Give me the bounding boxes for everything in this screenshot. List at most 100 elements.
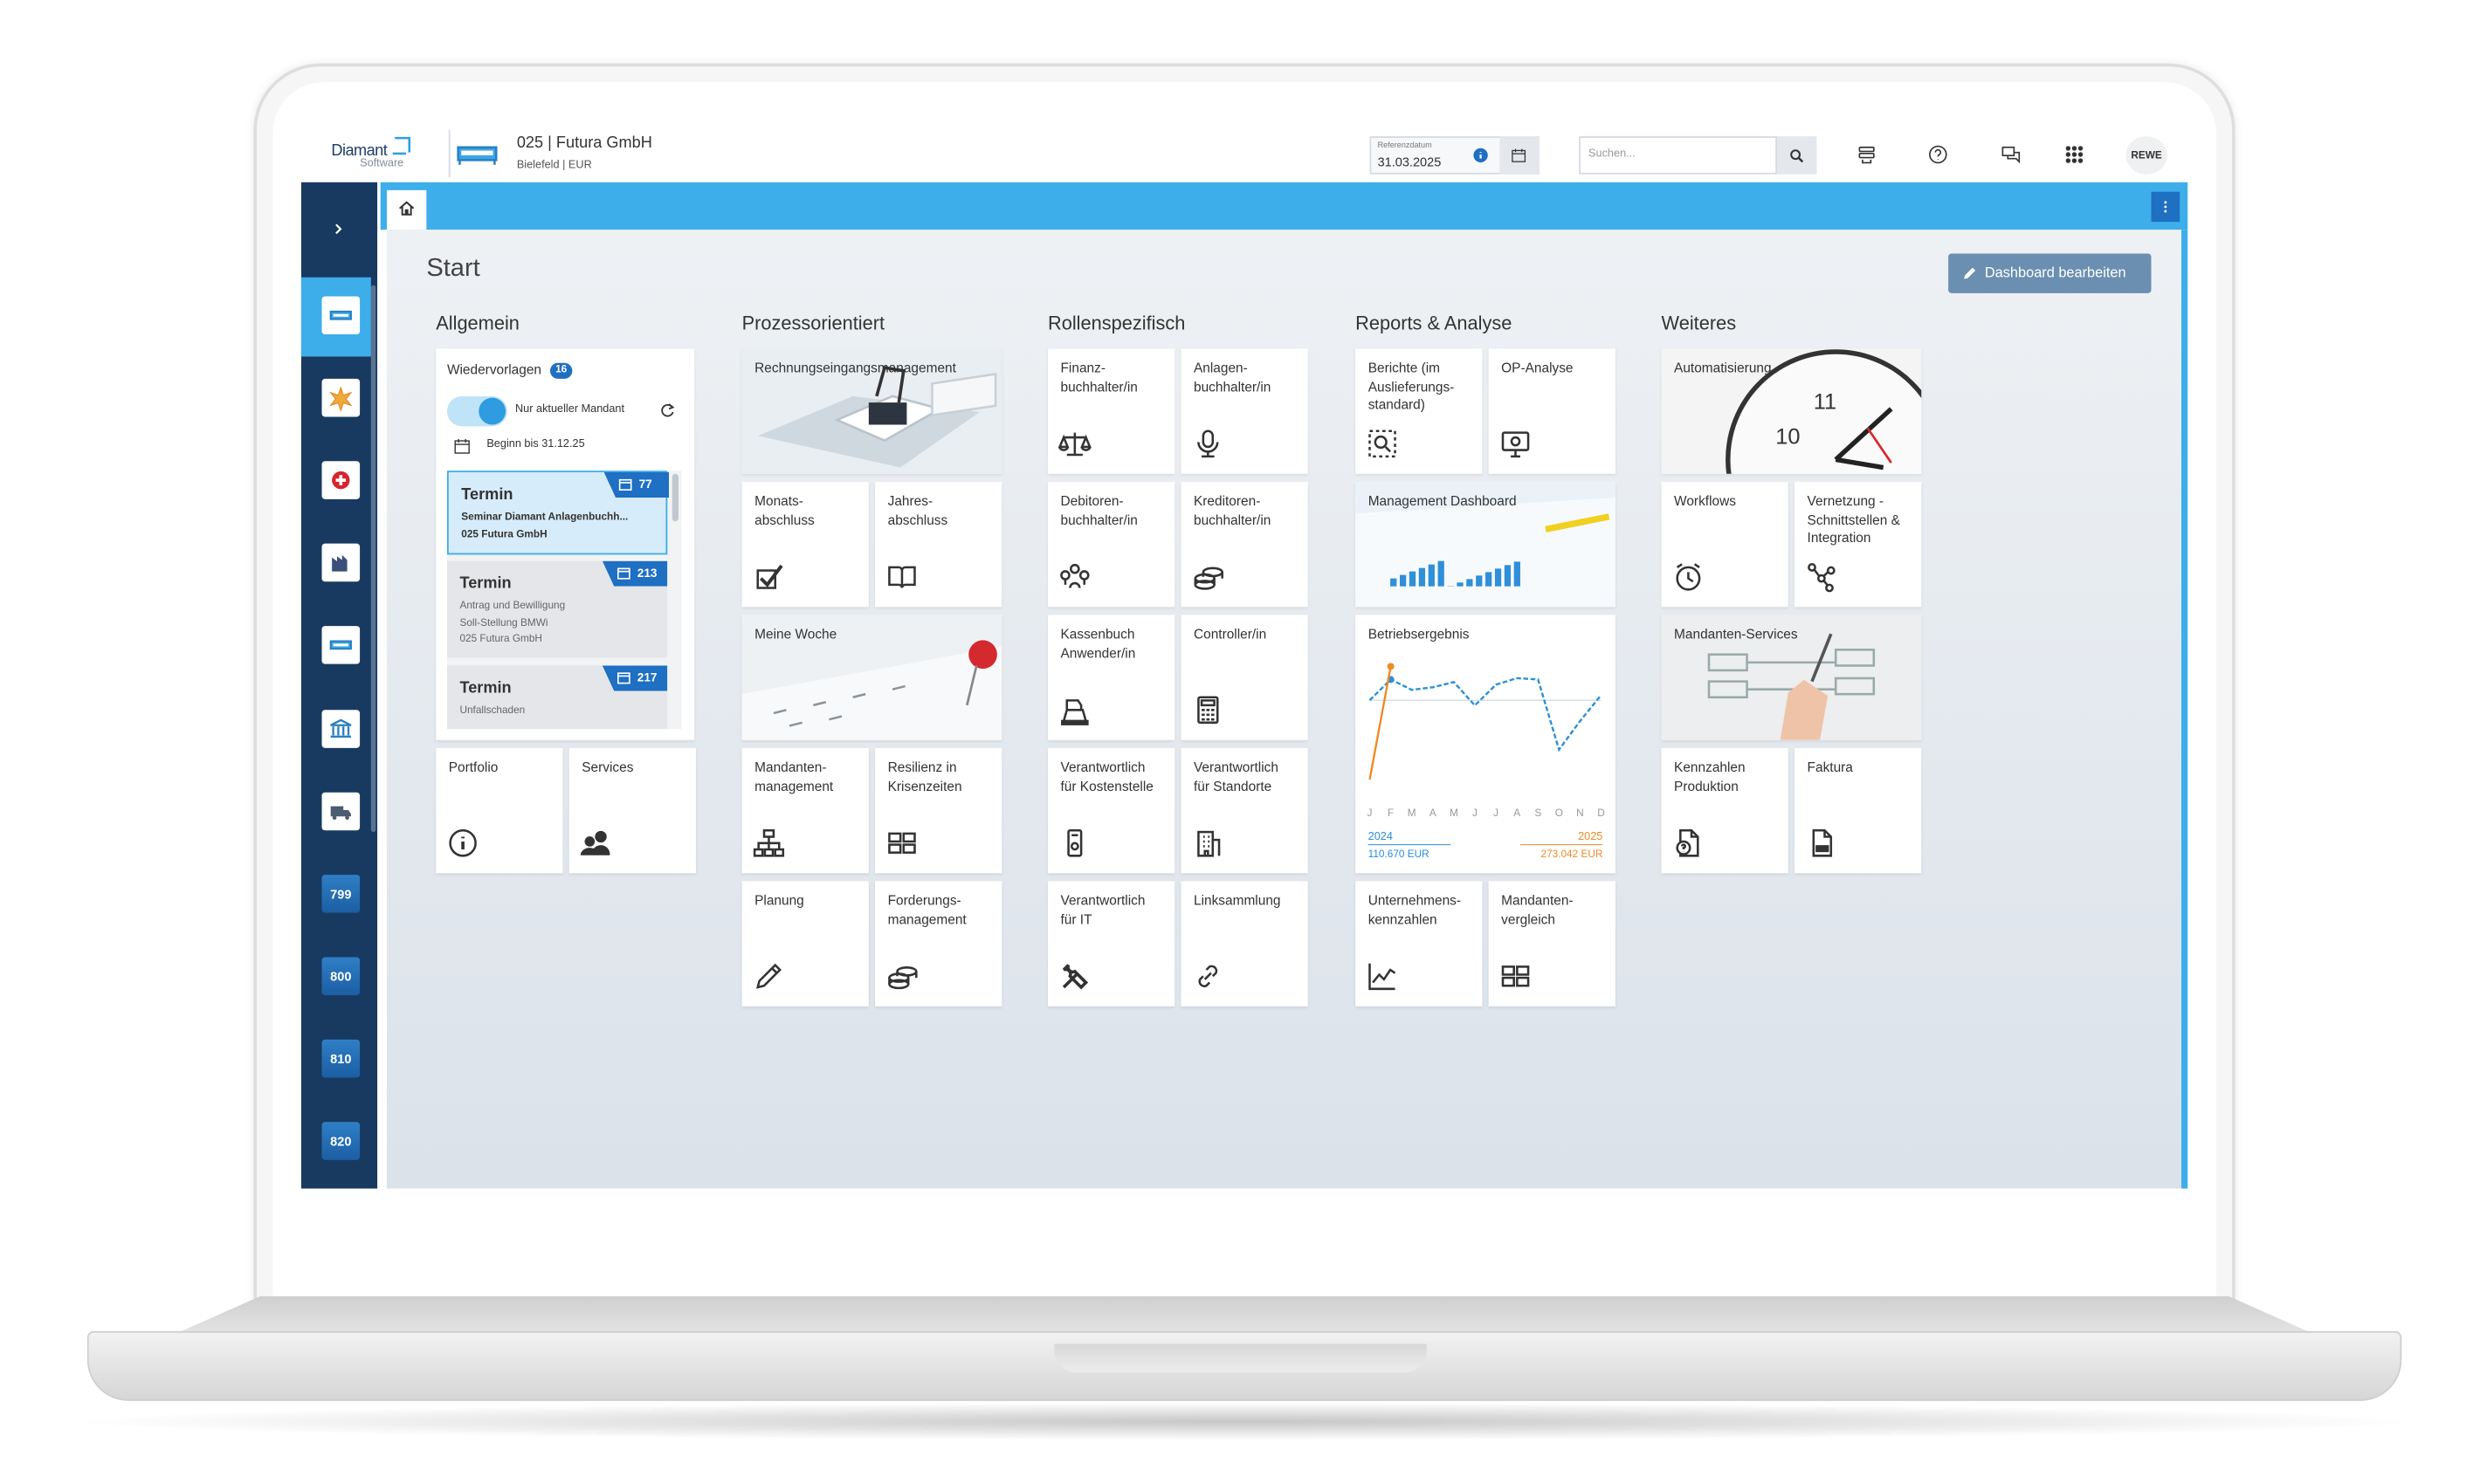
sidebar-number-item[interactable]: 810 — [321, 1039, 361, 1078]
dashboard-tile[interactable]: Vernetzung - Schnittstellen & Integratio… — [1794, 481, 1922, 608]
list-icon — [1858, 146, 1875, 164]
dashboard-tile[interactable]: 10 11 Automatisierung — [1661, 348, 1922, 474]
dashboard-tile[interactable]: Mandanten-Services — [1661, 615, 1922, 740]
tile-icon — [1808, 563, 1836, 593]
dashboard-tile[interactable]: Mandanten-vergleich — [1488, 881, 1615, 1007]
icon-shape — [1929, 145, 1947, 164]
logo-sub: Software — [360, 158, 404, 170]
tile-label: Berichte (im Auslieferungs-standard) — [1367, 360, 1455, 413]
dashboard-tile[interactable]: Services — [568, 747, 696, 874]
dashboard-tile[interactable]: Kreditoren-buchhalter/in — [1181, 481, 1308, 608]
icon-shape — [773, 684, 906, 727]
icon-shape — [1428, 564, 1435, 587]
sidebar-number-item[interactable]: 800 — [321, 957, 361, 996]
icon-shape — [1790, 149, 1801, 161]
icon-shape — [617, 672, 630, 684]
dashboard-tile[interactable]: Rechnungseingangsmanagement — [741, 348, 1002, 474]
icon-shape — [1200, 699, 1216, 707]
icon-shape — [1368, 963, 1396, 991]
search-button[interactable] — [1777, 136, 1817, 175]
icon-shape — [454, 440, 470, 454]
x-tick-label: N — [1576, 807, 1584, 819]
filter-calendar-icon — [454, 439, 470, 454]
sidebar-number-item[interactable]: 799 — [321, 875, 361, 913]
dashboard-tile[interactable]: Portfolio — [436, 747, 563, 874]
dashboard-tile[interactable]: OP-Analyse — [1488, 348, 1615, 474]
icon-shape — [888, 971, 918, 985]
dashboard-tile[interactable]: Anlagen-buchhalter/in — [1181, 348, 1308, 474]
icon-shape — [1510, 436, 1521, 447]
icon-shape — [1067, 828, 1083, 857]
dashboard-tile[interactable]: Berichte (im Auslieferungs-standard) — [1355, 348, 1483, 474]
sidebar-number-item[interactable]: 820 — [321, 1122, 361, 1160]
dashboard-tile[interactable]: Forderungs-management — [875, 881, 1002, 1007]
icon-shape — [1504, 565, 1512, 587]
termin-badge — [602, 665, 668, 691]
x-tick-label: M — [1408, 807, 1416, 819]
dashboard-tile[interactable]: Verantwortlich für IT — [1047, 881, 1175, 1007]
dashboard-tile[interactable]: Monats-abschluss — [741, 481, 869, 608]
icon-shape — [1834, 677, 1876, 696]
tile-icon — [1368, 963, 1396, 991]
icon-shape — [333, 313, 349, 317]
sidebar-item-icon — [329, 640, 352, 650]
tile-label: Anlagen-buchhalter/in — [1193, 360, 1271, 395]
tile-label: OP-Analyse — [1501, 360, 1574, 376]
icon-shape — [449, 828, 477, 857]
x-tick-label: J — [1493, 807, 1498, 819]
tile-label: Verantwortlich für IT — [1060, 892, 1146, 927]
termin-title: Termin — [461, 486, 513, 505]
date-value: 31.03.2025 — [1377, 155, 1442, 170]
dashboard-tile[interactable]: Linksammlung — [1181, 881, 1308, 1007]
dashboard-tile[interactable]: Workflows — [1661, 481, 1788, 608]
logo-text: Diamant — [331, 142, 388, 161]
dashboard-tile[interactable]: Controller/in — [1181, 615, 1308, 740]
tile-label: Finanz-buchhalter/in — [1060, 360, 1138, 395]
dashboard-tile[interactable]: Management Dashboard — [1355, 481, 1615, 608]
termin-card[interactable]: Termin 77 Seminar Diamant Anlagenbuchh... 0… — [446, 471, 670, 555]
dashboard-tile[interactable]: Resilienz in Krisenzeiten — [875, 747, 1002, 874]
icon-shape — [1866, 427, 1892, 464]
icon-shape — [966, 665, 978, 706]
dashboard-tile[interactable]: Mandanten-management — [741, 747, 869, 874]
legend-entry: 2025 — [1578, 830, 1602, 842]
wiedervorlagen-title: Wiedervorlagen — [446, 361, 542, 378]
dashboard-tile[interactable]: Finanz-buchhalter/in — [1047, 348, 1175, 474]
termin-card[interactable]: Termin 213 Antrag und Bewilligung Soll-Stel… — [446, 560, 668, 658]
sidebar-item[interactable] — [321, 710, 361, 748]
chart-tile[interactable]: Betriebsergebnis J F M A M J J A S O N D 2024 110.670 … — [1355, 615, 1615, 874]
icon-shape — [1676, 566, 1701, 591]
icon-shape — [1825, 583, 1834, 593]
dashboard-tile[interactable]: Jahres-abschluss — [875, 481, 1002, 608]
termin-number: 77 — [638, 477, 652, 491]
termin-card[interactable]: Termin 217 Unfallschaden — [446, 665, 668, 730]
dashboard-tile[interactable]: Kassenbuch Anwender/in — [1047, 615, 1175, 740]
tile-icon — [756, 963, 782, 989]
tile-label: Faktura — [1807, 759, 1853, 775]
user-avatar[interactable]: REWE — [2125, 136, 2167, 175]
icon-shape — [1512, 149, 1526, 162]
dashboard-tile[interactable]: Meine Woche — [741, 615, 1002, 740]
icon-shape — [399, 201, 415, 216]
search-icon — [1790, 149, 1804, 163]
dashboard-tile[interactable]: Debitoren-buchhalter/in — [1047, 481, 1175, 608]
icon-shape — [1078, 570, 1090, 581]
search-box[interactable] — [1579, 136, 1778, 175]
dashboard-tile[interactable]: Planung — [741, 881, 869, 1007]
dashboard-tile[interactable]: Kennzahlen Produktion — [1661, 747, 1788, 874]
icon-shape: 11 — [1814, 389, 1836, 414]
dashboard-tile[interactable]: Verantwortlich für Kostenstelle — [1047, 747, 1175, 874]
more-icon — [2164, 201, 2167, 213]
edit-dashboard-button[interactable] — [1948, 253, 2152, 293]
tile-image: 10 11 — [1661, 348, 1922, 474]
icon-shape — [888, 566, 916, 588]
tile-icon — [449, 828, 477, 857]
calendar-button[interactable] — [1499, 136, 1540, 175]
dashboard-tile[interactable]: Faktura — [1794, 747, 1922, 874]
icon-shape — [2071, 158, 2077, 163]
dashboard-tile[interactable]: Unternehmens-kennzahlen — [1355, 881, 1483, 1007]
icon-shape — [1545, 513, 1610, 532]
section-title: Allgemein — [436, 312, 520, 335]
dashboard-tile[interactable]: Verantwortlich für Standorte — [1181, 747, 1308, 874]
tile-label: Mandanten-vergleich — [1501, 892, 1574, 927]
